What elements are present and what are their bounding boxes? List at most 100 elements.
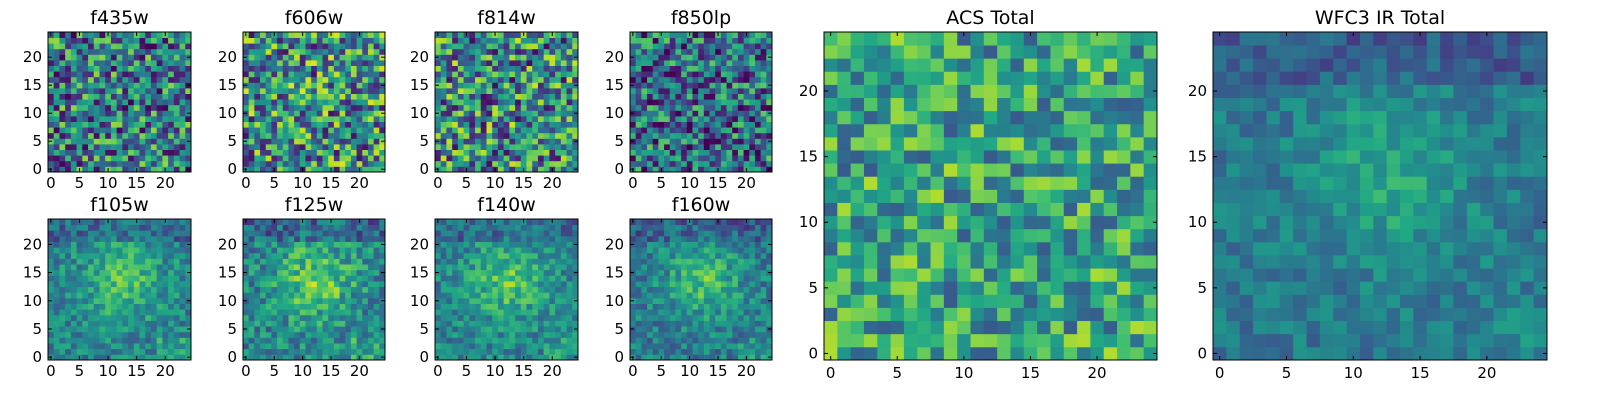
heatmap-cell (709, 166, 716, 173)
heatmap-cell (457, 258, 464, 265)
heatmap-cell (681, 309, 688, 316)
heatmap-cell (277, 60, 284, 66)
heatmap-cell (248, 88, 255, 94)
heatmap-cell (93, 144, 100, 150)
heatmap-cell (475, 32, 482, 38)
heatmap-cell (367, 60, 375, 66)
heatmap-cell (692, 337, 699, 344)
heatmap-cell (526, 88, 533, 94)
heatmap-cell (282, 71, 289, 78)
heatmap-cell (345, 43, 352, 50)
heatmap-cell (243, 247, 250, 254)
heatmap-cell (122, 247, 129, 254)
heatmap-cell (350, 343, 357, 350)
heatmap-cell (322, 303, 329, 310)
heatmap-cell (105, 160, 112, 167)
heatmap-cell (282, 160, 289, 167)
heatmap-cell (277, 224, 284, 231)
heatmap-cell (749, 286, 756, 293)
heatmap-cell (294, 275, 301, 282)
heatmap-cell (446, 286, 453, 293)
x-tick-label: 5 (462, 174, 472, 192)
heatmap-cell (692, 138, 699, 145)
heatmap-cell (70, 121, 77, 128)
heatmap-cell (537, 354, 545, 361)
heatmap-cell (543, 354, 550, 361)
heatmap-cell (116, 65, 123, 72)
heatmap-cell (356, 241, 363, 248)
heatmap-cell (93, 93, 100, 100)
heatmap-cell (65, 71, 72, 78)
heatmap-cell (328, 235, 335, 242)
heatmap-cell (726, 37, 733, 44)
heatmap-cell (367, 247, 375, 254)
heatmap-cell (162, 309, 169, 316)
heatmap-cell (173, 99, 180, 106)
heatmap-cell (664, 343, 671, 350)
heatmap-cell (316, 99, 323, 106)
heatmap-cell (509, 219, 516, 226)
heatmap-cell (737, 166, 744, 173)
heatmap-cell (345, 37, 352, 44)
heatmap-cell (532, 76, 539, 83)
heatmap-cell (82, 326, 89, 333)
heatmap-cell (503, 104, 510, 111)
heatmap-cell (715, 281, 722, 288)
heatmap-cell (480, 320, 487, 327)
heatmap-cell (277, 337, 284, 344)
heatmap-cell (726, 93, 733, 100)
heatmap-cell (526, 303, 533, 310)
heatmap-cell (566, 76, 573, 83)
heatmap-cell (333, 138, 340, 145)
heatmap-cell (669, 43, 676, 50)
heatmap-cell (162, 258, 169, 265)
heatmap-cell (76, 247, 83, 254)
heatmap-cell (156, 37, 163, 44)
heatmap-cell (162, 297, 169, 304)
heatmap-cell (316, 116, 323, 122)
heatmap-cell (288, 314, 295, 321)
heatmap-cell (630, 331, 637, 338)
heatmap-cell (139, 65, 146, 72)
heatmap-cell (277, 348, 284, 355)
heatmap-cell (185, 303, 192, 310)
heatmap-cell (271, 155, 278, 162)
heatmap-cell (305, 144, 312, 150)
heatmap-cell (350, 247, 357, 254)
heatmap-cell (93, 314, 100, 321)
heatmap-cell (503, 331, 510, 338)
heatmap-cell (316, 110, 323, 117)
heatmap-cell (635, 132, 642, 139)
heatmap-cell (446, 144, 453, 150)
heatmap-cell (754, 54, 762, 61)
heatmap-cell (709, 331, 716, 338)
y-tick-label: 0 (227, 348, 237, 366)
heatmap-cell (150, 331, 158, 338)
heatmap-cell (99, 292, 106, 299)
heatmap-cell (265, 348, 272, 355)
heatmap-cell (260, 247, 267, 254)
heatmap-cell (572, 160, 579, 167)
heatmap-cell (515, 132, 522, 139)
heatmap-cell (743, 116, 750, 122)
heatmap-cell (543, 121, 550, 128)
heatmap-cell (88, 219, 95, 226)
heatmap-cell (537, 219, 545, 226)
heatmap-cell (362, 99, 369, 106)
y-tick-label: 15 (23, 76, 42, 94)
heatmap-cell (260, 48, 267, 55)
heatmap-cell (254, 82, 261, 89)
heatmap-cell (457, 348, 464, 355)
heatmap-cell (282, 99, 289, 106)
heatmap-cell (486, 235, 493, 242)
heatmap-cell (681, 71, 688, 78)
heatmap-cell (440, 138, 447, 145)
heatmap-cell (379, 48, 386, 55)
y-tick-label: 0 (32, 348, 42, 366)
heatmap-cell (122, 224, 129, 231)
heatmap-cell (373, 286, 380, 293)
heatmap-cell (305, 127, 312, 134)
heatmap-cell (305, 132, 312, 139)
heatmap-cell (82, 247, 89, 254)
heatmap-cell (99, 303, 106, 310)
